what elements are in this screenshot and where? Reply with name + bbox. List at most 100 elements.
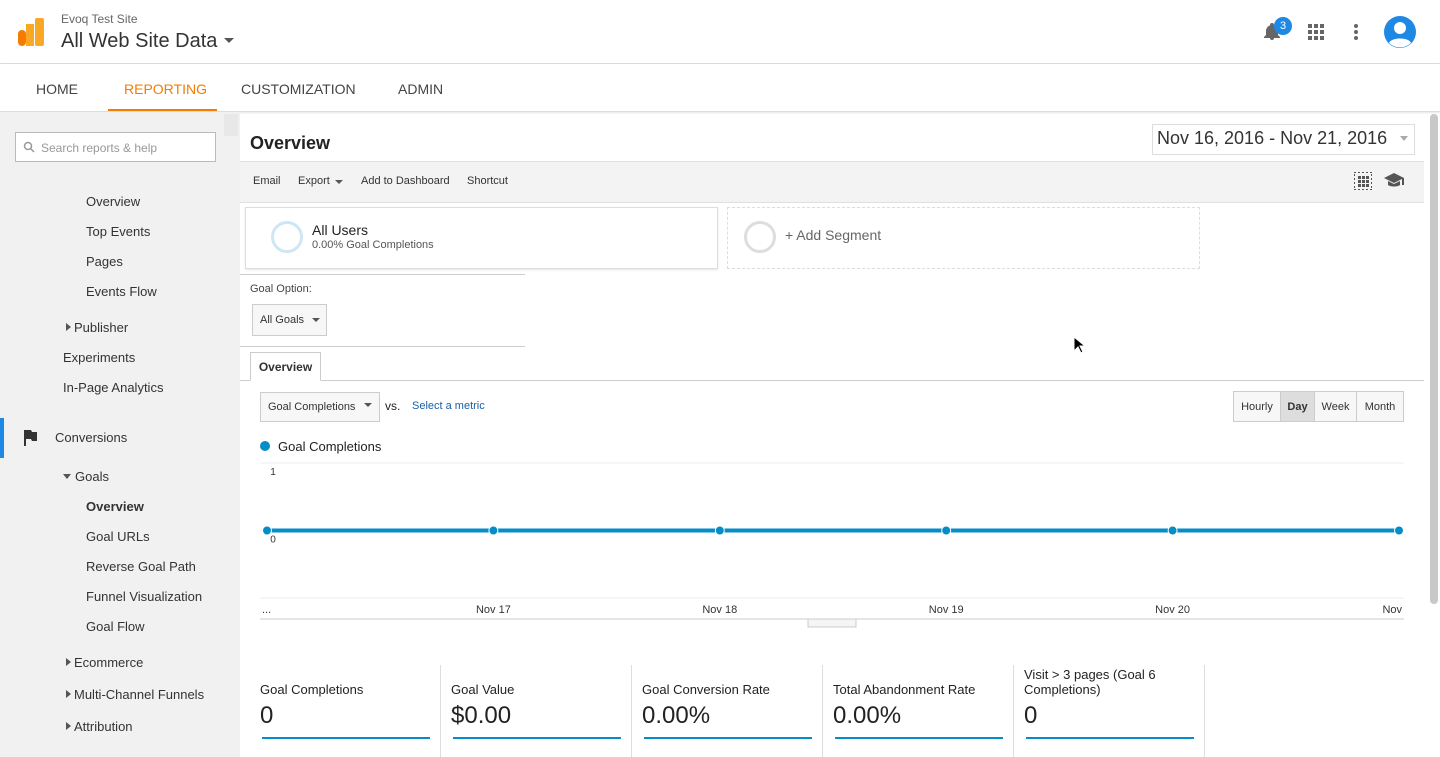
logo — [18, 30, 26, 46]
nav-item[interactable]: Goal Flow — [86, 619, 145, 634]
nav-item[interactable]: Goal URLs — [86, 529, 150, 544]
add-segment[interactable] — [727, 207, 1200, 269]
date-range[interactable]: Nov 16, 2016 - Nov 21, 2016 — [1157, 128, 1388, 148]
nav-item[interactable]: Attribution — [74, 719, 133, 734]
tab[interactable]: CUSTOMIZATION — [241, 81, 356, 97]
divider — [822, 665, 823, 757]
add-segment-label[interactable]: + Add Segment — [785, 227, 882, 243]
data-point — [1167, 525, 1178, 536]
expand-handle — [807, 618, 857, 628]
segment-ring — [271, 221, 303, 253]
x-tick-label: ... — [262, 604, 271, 616]
table-icon[interactable] — [1354, 172, 1372, 190]
search-box[interactable] — [15, 132, 216, 162]
conversions-marker — [0, 418, 4, 458]
date-picker[interactable] — [1152, 124, 1415, 155]
nav-item[interactable]: Funnel Visualization — [86, 589, 203, 604]
x-tick-label: Nov — [1382, 604, 1402, 616]
legend-label: Goal Completions — [278, 439, 382, 454]
data-point — [941, 525, 952, 536]
toolbar-button[interactable]: Add to Dashboard — [361, 175, 450, 187]
y-tick-label: 0 — [270, 535, 276, 546]
search-placeholder: Search reports & help — [41, 141, 158, 155]
segment-card[interactable] — [245, 207, 718, 269]
nav-item[interactable]: Conversions — [55, 430, 128, 445]
metric-sparkline — [1026, 737, 1194, 739]
toolbar-button[interactable]: Email — [253, 175, 281, 187]
metric-value: 0 — [1024, 702, 1038, 729]
nav-item[interactable]: In-Page Analytics — [63, 380, 164, 395]
divider — [631, 665, 632, 757]
nav-item[interactable]: Reverse Goal Path — [86, 559, 196, 574]
metric-label: Goal Completions — [260, 682, 364, 697]
x-tick-label: Nov 18 — [702, 604, 737, 616]
metric-sparkline — [644, 737, 812, 739]
tab-underline — [108, 109, 217, 111]
toolbar-button[interactable]: Export — [298, 175, 330, 187]
metric-value: 0.00% — [642, 702, 711, 729]
metric-label: Total Abandonment Rate — [833, 682, 976, 697]
granularity-button[interactable]: Hourly — [1233, 391, 1281, 422]
avatar[interactable] — [1384, 16, 1416, 48]
x-tick-label: Nov 20 — [1155, 604, 1190, 616]
toolbar — [240, 161, 1424, 203]
divider — [240, 380, 1424, 381]
nav-item[interactable]: Overview — [86, 499, 144, 514]
cursor — [1073, 336, 1085, 354]
metric-selector[interactable]: Goal Completions — [260, 392, 380, 422]
nav-item[interactable]: Overview — [86, 194, 141, 209]
scrollbar — [1430, 114, 1438, 604]
metric-sparkline — [835, 737, 1003, 739]
data-point — [262, 525, 272, 536]
metric-label: Visit > 3 pages (Goal 6 Completions) — [1024, 667, 1156, 697]
collapse-button[interactable] — [224, 114, 238, 136]
segment-ring — [744, 221, 776, 253]
metric-value: 0.00% — [833, 702, 902, 729]
more-icon[interactable] — [1352, 23, 1360, 41]
logo — [35, 18, 44, 46]
nav-item[interactable]: Publisher — [74, 320, 129, 335]
x-tick-label: Nov 19 — [929, 604, 964, 616]
nav-item[interactable]: Top Events — [86, 224, 151, 239]
metric-value: 0 — [260, 702, 274, 729]
select-metric[interactable]: Select a metric — [412, 400, 485, 412]
view-selector[interactable]: All Web Site Data — [61, 30, 218, 52]
nav-item[interactable]: Experiments — [63, 350, 136, 365]
metric-label: Goal Value — [451, 682, 515, 697]
toolbar-button[interactable]: Shortcut — [467, 175, 508, 187]
data-point — [1394, 525, 1404, 536]
nav-item[interactable]: Pages — [86, 254, 123, 269]
divider — [1013, 665, 1014, 757]
tab[interactable]: HOME — [36, 81, 78, 97]
data-point — [714, 525, 725, 536]
x-tick-label: Nov 17 — [476, 604, 511, 616]
legend-marker — [260, 441, 270, 451]
metric-label: Goal Conversion Rate — [642, 682, 770, 697]
apps-icon[interactable] — [1307, 23, 1325, 41]
tab[interactable]: ADMIN — [398, 81, 444, 97]
flag-icon — [24, 430, 37, 446]
nav-item[interactable]: Goals — [75, 469, 109, 484]
nav-item[interactable]: Ecommerce — [74, 655, 144, 670]
search-icon — [23, 141, 35, 153]
divider — [240, 346, 525, 347]
caret — [224, 38, 234, 43]
segment-detail: 0.00% Goal Completions — [312, 239, 434, 251]
notification-badge: 3 — [1274, 17, 1292, 35]
data-point — [488, 525, 499, 536]
granularity-button[interactable]: Day — [1280, 391, 1315, 422]
tab-bar: HOME REPORTING CUSTOMIZATION ADMIN — [0, 64, 1440, 112]
report-tab[interactable]: Overview — [250, 352, 321, 381]
segment-name: All Users — [312, 222, 369, 238]
metric-sparkline — [262, 737, 430, 739]
tab[interactable]: REPORTING — [124, 81, 207, 97]
granularity-button[interactable]: Month — [1356, 391, 1404, 422]
divider — [240, 274, 525, 275]
logo — [26, 24, 34, 46]
metric-value: $0.00 — [451, 702, 512, 729]
nav-item[interactable]: Events Flow — [86, 284, 157, 299]
nav-item[interactable]: Multi-Channel Funnels — [74, 687, 205, 702]
learn-icon[interactable] — [1383, 172, 1405, 188]
